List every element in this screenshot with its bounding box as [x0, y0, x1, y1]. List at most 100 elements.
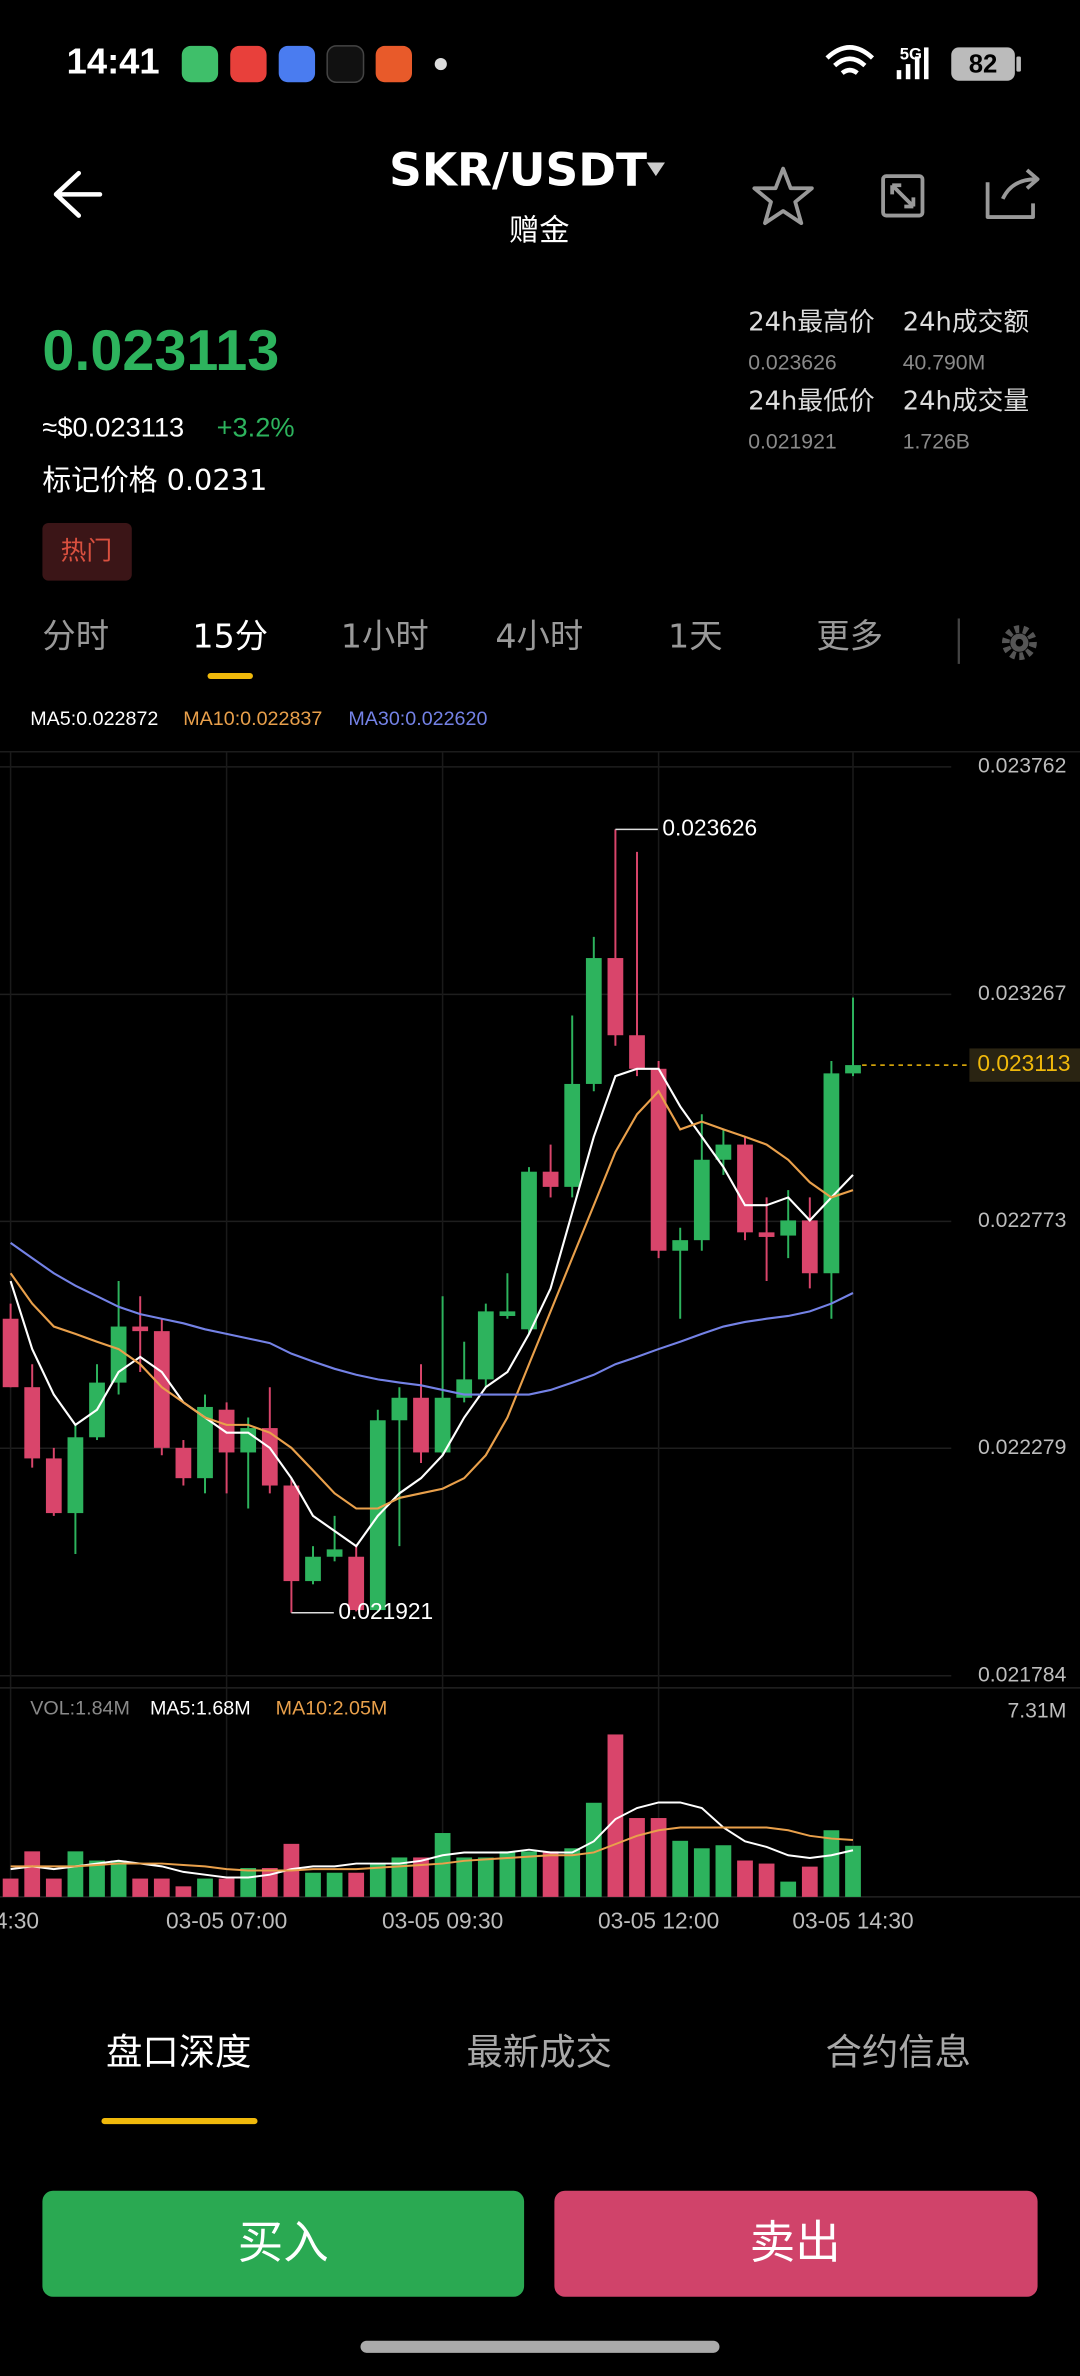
candle-body [175, 1447, 192, 1479]
candle-body [326, 1549, 343, 1557]
fullscreen-button[interactable] [881, 174, 925, 218]
volume-bar [413, 1857, 429, 1897]
candle-body [283, 1485, 300, 1582]
volume-bar [240, 1868, 257, 1897]
stat-value: 0.021921 [748, 430, 836, 453]
stat-value: 0.023626 [748, 352, 836, 375]
volume-bar [693, 1848, 710, 1897]
usd-price: ≈$0.023113 [42, 411, 184, 442]
buy-button[interactable] [42, 2190, 525, 2297]
volume-bar [499, 1851, 516, 1897]
low-label: 0.021921 [338, 1598, 433, 1624]
bottom-tab[interactable]: 盘口深度 [106, 2030, 251, 2073]
battery-cap [1016, 56, 1021, 72]
tag-bg [42, 523, 132, 581]
volume-bar [650, 1818, 667, 1897]
interval-tab[interactable]: 15分 [192, 617, 268, 656]
volume-ma-line [10, 1826, 854, 1872]
ma-legend: MA30:0.022620 [348, 708, 487, 730]
volume-bar [823, 1830, 840, 1897]
status-time: 14:41 [67, 41, 160, 82]
candle-body [801, 1220, 818, 1274]
back-button[interactable] [53, 170, 103, 218]
ma-line [9, 1089, 854, 1510]
volume-bar [348, 1872, 365, 1897]
volume-bar [845, 1845, 861, 1897]
bottom-tab[interactable]: 合约信息 [826, 2030, 971, 2073]
stat-value: 40.790M [903, 352, 985, 375]
settings-button[interactable] [1001, 625, 1037, 661]
interval-tab[interactable]: 4小时 [495, 617, 583, 656]
volume-bar [607, 1734, 624, 1897]
volume-bar [305, 1872, 321, 1897]
interval-tab[interactable]: 1天 [668, 617, 723, 656]
stat-label: 24h成交额 [903, 308, 1030, 338]
volume-bar [629, 1818, 645, 1897]
bottom-tab[interactable]: 最新成交 [467, 2030, 612, 2073]
candle-body [607, 958, 624, 1036]
candle-body [305, 1556, 321, 1582]
ma-legend: MA10:0.022837 [183, 708, 322, 730]
candle-body [564, 1083, 581, 1187]
stat-label: 24h最低价 [748, 386, 874, 416]
interval-tabs: 分时 15分 1小时 4小时 1天 更多 [42, 617, 883, 656]
candle-body [823, 1073, 840, 1274]
app-icon [278, 45, 316, 83]
stat-label: 24h最高价 [748, 308, 874, 338]
volume-ma-line [10, 1801, 854, 1879]
volume-bar [153, 1878, 170, 1897]
volume-bar [45, 1878, 62, 1897]
bottom-tabs: 盘口深度 最新成交 合约信息 [106, 2030, 971, 2073]
volume-bar [672, 1840, 689, 1897]
x-tick-label: 04:30 [0, 1908, 39, 1934]
sell-button[interactable] [554, 2190, 1038, 2297]
x-tick-label: 03-05 12:00 [598, 1908, 719, 1934]
volume-bar [326, 1872, 343, 1897]
share-button[interactable] [985, 168, 1040, 219]
signal-icon [896, 47, 929, 80]
wifi-icon [825, 45, 875, 76]
sell-label[interactable]: 卖出 [750, 2216, 841, 2269]
candle-body [132, 1326, 149, 1332]
current-price-tag [969, 1048, 1080, 1082]
volume-bar [89, 1860, 105, 1897]
candle-body [477, 1311, 494, 1380]
pair-title[interactable]: SKR/USDT [389, 144, 647, 197]
interval-tab[interactable]: 分时 [42, 617, 109, 656]
volume-bar [758, 1863, 775, 1897]
ma-line [9, 1067, 854, 1548]
candle-body [780, 1220, 797, 1236]
volume-bar [456, 1857, 473, 1897]
candle-body [845, 1065, 861, 1074]
candle-body [585, 958, 602, 1084]
candle-body [629, 1035, 645, 1069]
volume-bar [197, 1878, 213, 1897]
y-tick-label: 0.023267 [978, 982, 1066, 1005]
ma-legend: MA5:0.022872 [30, 708, 158, 730]
volume-bar [434, 1833, 451, 1897]
kline-chart: 0.021784 0.022279 0.022773 0.023267 0.023762… [0, 708, 1080, 1934]
bottom-tab-indicator [101, 2118, 258, 2125]
y-tick-label: 0.022773 [978, 1209, 1066, 1232]
buy-label[interactable]: 买入 [238, 2216, 329, 2269]
x-tick-label: 03-05 14:30 [792, 1908, 913, 1934]
candle-body [348, 1556, 365, 1611]
battery [951, 47, 1015, 81]
x-tick-label: 03-05 07:00 [166, 1908, 287, 1934]
pair-dropdown[interactable] [646, 162, 665, 177]
interval-tab[interactable]: 1小时 [341, 617, 429, 656]
interval-tab[interactable]: 更多 [816, 617, 883, 656]
notification-icons [181, 45, 447, 84]
volume-ma-legend: MA5:1.68M [150, 1697, 251, 1719]
app-icon [181, 45, 219, 83]
candle-body [153, 1331, 170, 1448]
ma-line [9, 1242, 854, 1396]
favorite-button[interactable] [752, 166, 814, 226]
candle-body [758, 1232, 775, 1237]
volume-bar [369, 1863, 386, 1897]
volume-bar [2, 1878, 19, 1897]
volume-tick-label: 7.31M [1007, 1700, 1066, 1723]
